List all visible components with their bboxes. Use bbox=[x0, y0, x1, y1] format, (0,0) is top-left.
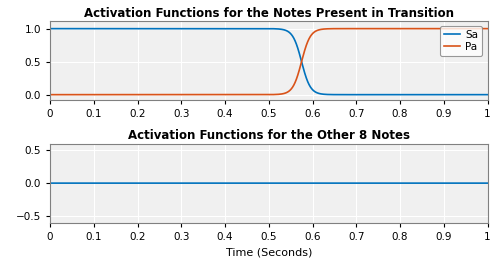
Line: Pa: Pa bbox=[50, 29, 488, 95]
Sa bbox=[484, 93, 490, 96]
Sa bbox=[47, 27, 53, 30]
Pa bbox=[47, 93, 53, 96]
Pa bbox=[332, 27, 338, 30]
Pa bbox=[126, 93, 132, 96]
Pa bbox=[484, 27, 490, 30]
X-axis label: Time (Seconds): Time (Seconds) bbox=[226, 247, 312, 257]
Line: Sa: Sa bbox=[50, 29, 488, 95]
Sa bbox=[406, 93, 412, 96]
Sa bbox=[126, 27, 132, 30]
Pa bbox=[310, 32, 316, 35]
Pa bbox=[460, 27, 466, 30]
Sa bbox=[374, 93, 380, 96]
Sa bbox=[310, 88, 316, 91]
Sa bbox=[332, 93, 338, 96]
Title: Activation Functions for the Notes Present in Transition: Activation Functions for the Notes Prese… bbox=[84, 6, 454, 19]
Pa bbox=[374, 27, 380, 30]
Title: Activation Functions for the Other 8 Notes: Activation Functions for the Other 8 Not… bbox=[128, 129, 410, 142]
Pa bbox=[406, 27, 412, 30]
Sa bbox=[214, 27, 220, 30]
Pa bbox=[214, 93, 220, 96]
Legend: Sa, Pa: Sa, Pa bbox=[440, 26, 482, 56]
